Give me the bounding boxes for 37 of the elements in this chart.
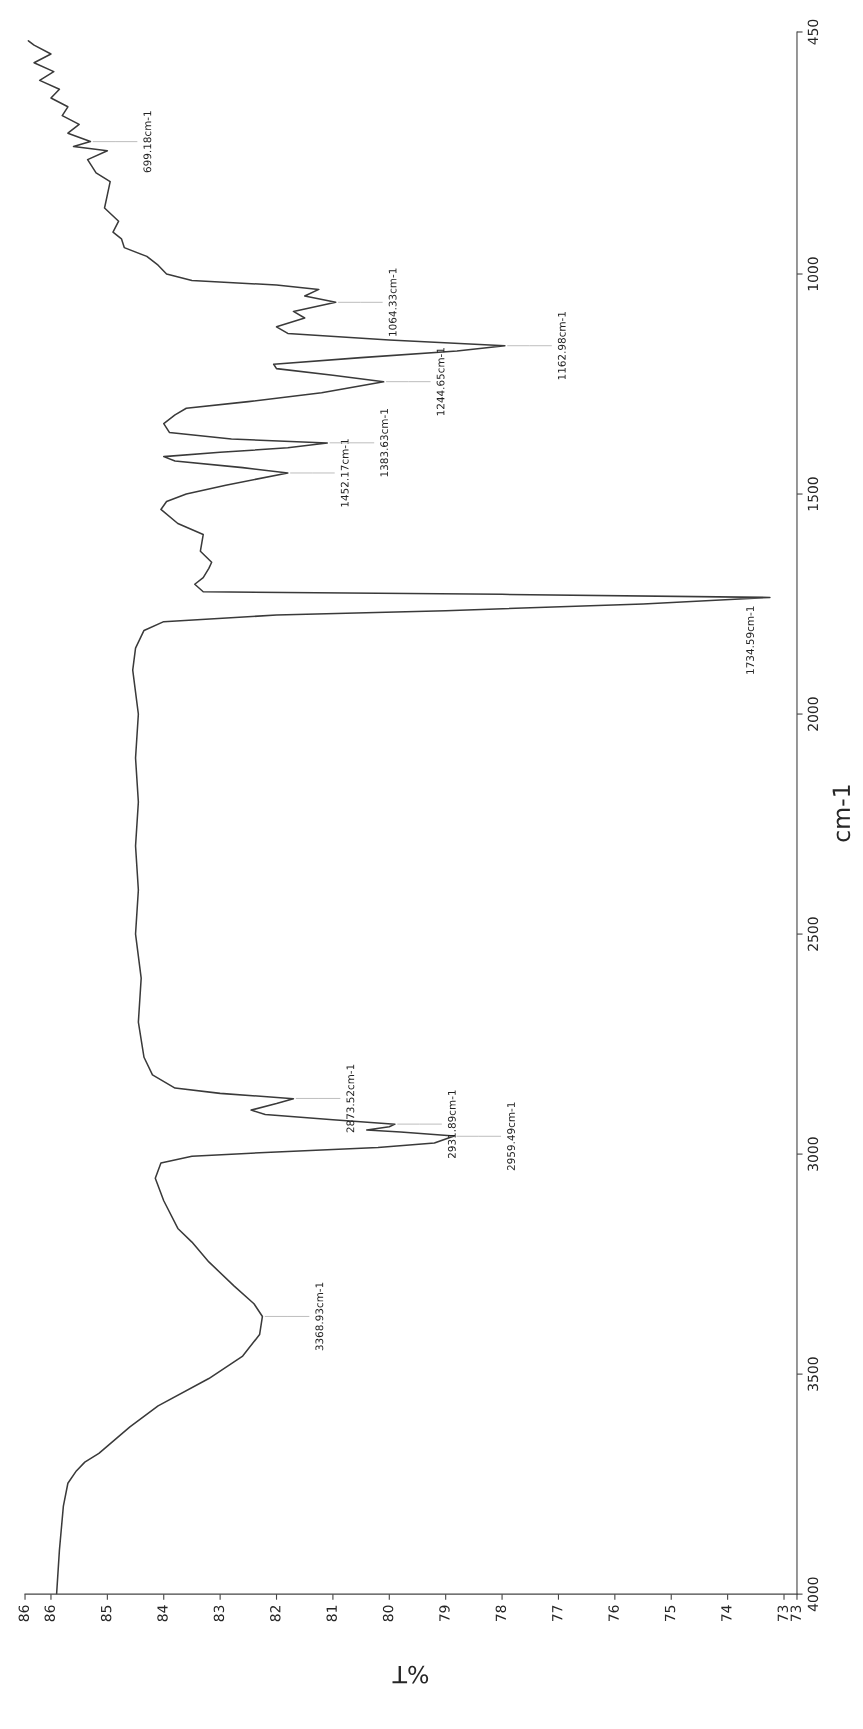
annotation: 1452.17cm-1 bbox=[340, 439, 349, 507]
x-tick-label: 82 bbox=[270, 1605, 281, 1622]
y-tick-label: 3500 bbox=[807, 1357, 819, 1391]
annotation: 1064.33cm-1 bbox=[388, 268, 397, 336]
annotation: 3368.93cm-1 bbox=[315, 1282, 324, 1351]
annotation: 1244.65cm-1 bbox=[436, 347, 445, 416]
annotation: 1734.59cm-1 bbox=[746, 606, 755, 674]
x-tick-label: 73 bbox=[777, 1605, 789, 1622]
y-tick-label: 2000 bbox=[807, 697, 819, 731]
annotation: 1162.98cm-1 bbox=[557, 312, 566, 380]
x-tick-label: 85 bbox=[100, 1605, 112, 1622]
x-tick-label: 73 bbox=[790, 1605, 802, 1622]
annotation: 2959.49cm-1 bbox=[507, 1102, 515, 1171]
annotation: 1383.63cm-1 bbox=[380, 409, 389, 477]
x-tick-label: 75 bbox=[664, 1605, 676, 1622]
annotation: 699.18cm-1 bbox=[143, 111, 152, 173]
x-tick-label: 80 bbox=[382, 1605, 394, 1622]
y-tick-label: 1500 bbox=[807, 477, 819, 511]
x-tick-label: 79 bbox=[439, 1605, 450, 1622]
y-tick-label: 3000 bbox=[807, 1137, 819, 1171]
x-tick-label: 86 bbox=[44, 1605, 55, 1622]
x-axis-title: %T bbox=[392, 1665, 429, 1684]
x-tick-label: 78 bbox=[495, 1605, 507, 1622]
x-tick-label: 76 bbox=[608, 1605, 619, 1622]
x-tick-label: 81 bbox=[326, 1605, 337, 1622]
x-tick-label: 74 bbox=[721, 1605, 732, 1622]
x-tick-label: 77 bbox=[552, 1605, 563, 1622]
y-tick-label: 450 bbox=[807, 19, 819, 45]
x-tick-label: 83 bbox=[213, 1605, 225, 1622]
x-tick-label: 86 bbox=[18, 1605, 30, 1622]
y-tick-label: 1000 bbox=[807, 257, 819, 291]
y-axis-title: cm-1 bbox=[832, 785, 851, 842]
y-tick-label: 2500 bbox=[807, 917, 819, 951]
x-tick-label: 84 bbox=[157, 1605, 168, 1622]
y-tick-label: 4000 bbox=[807, 1577, 819, 1612]
annotation: 2873.52cm-1 bbox=[346, 1064, 355, 1133]
annotation: 2931.89cm-1 bbox=[447, 1090, 456, 1159]
